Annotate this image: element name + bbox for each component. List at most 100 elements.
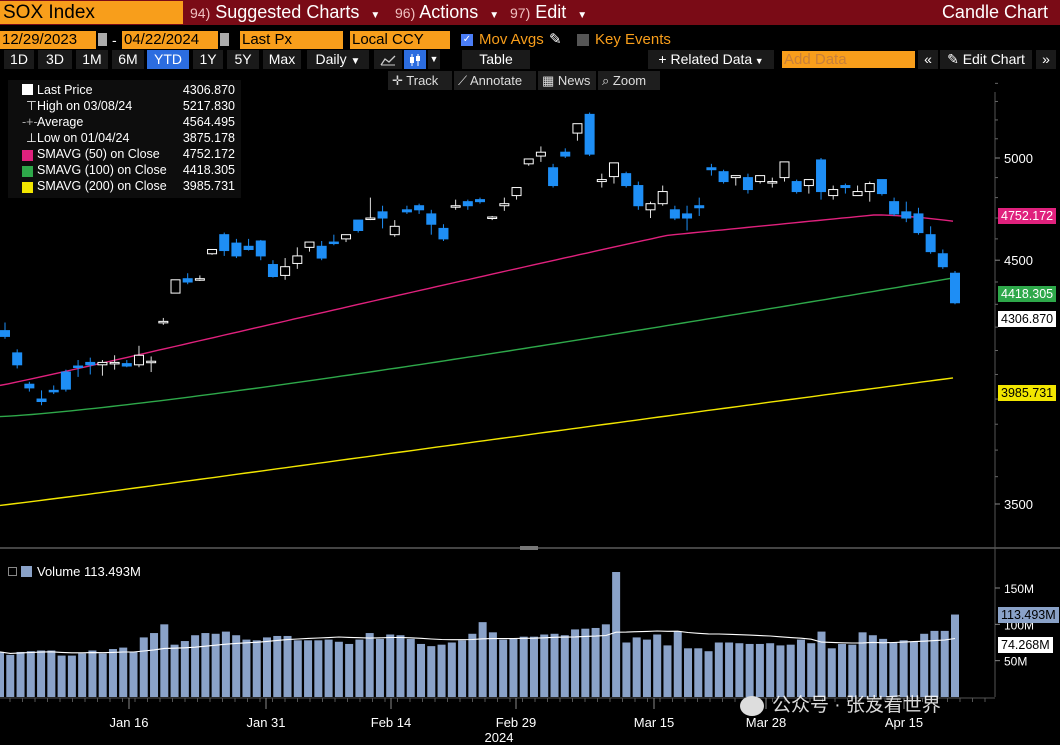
legend-swatch (22, 84, 33, 95)
legend-label: SMAVG (200) on Close (37, 179, 167, 193)
candle (243, 238, 254, 251)
volume-bar (786, 644, 795, 697)
candle (901, 201, 912, 223)
candle-body (889, 201, 900, 215)
candle-body (950, 272, 960, 304)
calendar-icon[interactable] (98, 33, 107, 46)
panel-resize-handle (520, 546, 538, 550)
volume-ma-badge: 74.268M (998, 637, 1053, 653)
end-date-field[interactable]: 04/22/2024 (122, 31, 218, 49)
mov-avgs-checkbox[interactable]: ✓ (461, 34, 473, 46)
candle-body (73, 365, 84, 369)
news-tool[interactable]: ▦ News (538, 71, 596, 90)
candle (791, 179, 802, 194)
volume-badge: 113.493M (998, 607, 1059, 623)
period-button-active[interactable]: YTD (147, 50, 189, 69)
period-button[interactable]: Max (263, 50, 301, 69)
volume-tick-label: 150M (1004, 582, 1034, 596)
candle-body (267, 264, 278, 278)
price-field-select[interactable]: Last Px (240, 31, 343, 49)
caret-down-icon[interactable]: ▼ (428, 50, 440, 69)
candle-body (840, 185, 851, 189)
volume-bar (755, 643, 764, 697)
candle (73, 360, 84, 377)
candle (475, 197, 485, 204)
volume-bar (663, 645, 672, 697)
candle-body (791, 181, 802, 193)
candle (730, 175, 741, 186)
volume-bar (262, 637, 271, 697)
track-tool[interactable]: ✛ Track (388, 71, 452, 90)
zoom-tool[interactable]: ⌕ Zoom (598, 71, 660, 90)
period-button[interactable]: 6M (112, 50, 144, 69)
candle-body (621, 173, 632, 187)
pencil-icon[interactable]: ✎ (549, 31, 562, 48)
candle-body (487, 216, 498, 219)
volume-bar (26, 651, 35, 697)
period-button[interactable]: 1D (4, 50, 34, 69)
menu-number: 97) (510, 5, 531, 21)
candle (755, 175, 766, 184)
collapse-left-icon[interactable]: « (918, 50, 938, 69)
candle (889, 197, 900, 216)
legend-label: Last Price (37, 83, 93, 97)
candle-body (511, 187, 522, 197)
candle-body (85, 361, 96, 366)
candle (280, 258, 291, 280)
volume-legend[interactable]: Volume 113.493M (8, 563, 141, 581)
line-chart-icon[interactable] (374, 50, 402, 69)
related-data-button[interactable]: + Related Data ▼ (648, 50, 774, 69)
candle-body (572, 123, 583, 134)
suggested-charts-menu[interactable]: 94) Suggested Charts ▼ (190, 0, 380, 25)
volume-bar (827, 648, 836, 697)
ticker-field[interactable]: SOX Index (0, 1, 183, 24)
calendar-icon[interactable] (220, 33, 229, 46)
candle (621, 171, 632, 188)
collapse-right-icon[interactable]: » (1036, 50, 1056, 69)
annotate-tool[interactable]: ⟋ Annotate (454, 71, 536, 90)
volume-average-line (0, 630, 956, 654)
volume-bar (273, 635, 282, 697)
candle (925, 226, 936, 254)
start-date-field[interactable]: 12/29/2023 (0, 31, 96, 49)
actions-menu[interactable]: 96) Actions ▼ (395, 0, 499, 25)
candle-body (401, 209, 412, 213)
candle-chart-icon[interactable] (404, 50, 426, 69)
candle-body (730, 175, 741, 179)
candle (97, 360, 108, 376)
candle (645, 201, 656, 219)
candle (487, 215, 498, 221)
volume-bar (458, 640, 467, 697)
candle-body (243, 245, 254, 250)
legend-panel[interactable]: Last Price 4306.870 ⊤ High on 03/08/24 5… (8, 80, 241, 198)
period-button[interactable]: 1M (76, 50, 108, 69)
legend-high-icon: ⊤ (26, 99, 37, 113)
track-label: Track (406, 73, 439, 88)
legend-value: 4564.495 (182, 115, 235, 129)
period-button[interactable]: 3D (38, 50, 72, 69)
currency-select[interactable]: Local CCY (350, 31, 450, 49)
candle-body (913, 213, 924, 234)
x-tick-label: Feb 14 (371, 715, 411, 730)
volume-bar (571, 629, 580, 697)
table-button[interactable]: Table (462, 50, 530, 69)
candle-body (669, 209, 680, 219)
volume-bar (396, 635, 405, 697)
edit-menu[interactable]: 97) Edit ▼ (510, 0, 587, 25)
volume-bar (67, 655, 76, 697)
candle (572, 123, 583, 141)
candle (560, 148, 571, 158)
candle (950, 271, 960, 305)
legend-value: 4306.870 (182, 83, 235, 97)
frequency-select[interactable]: Daily ▼ (307, 50, 369, 69)
legend-value: 4418.305 (182, 163, 235, 177)
period-button[interactable]: 1Y (193, 50, 223, 69)
key-events-checkbox[interactable] (577, 34, 589, 46)
add-data-input[interactable]: Add Data (782, 51, 915, 68)
period-button[interactable]: 5Y (227, 50, 259, 69)
volume-bar (920, 633, 929, 697)
candle (304, 241, 315, 252)
edit-chart-button[interactable]: ✎ Edit Chart (940, 50, 1032, 69)
candle-body (645, 203, 656, 211)
